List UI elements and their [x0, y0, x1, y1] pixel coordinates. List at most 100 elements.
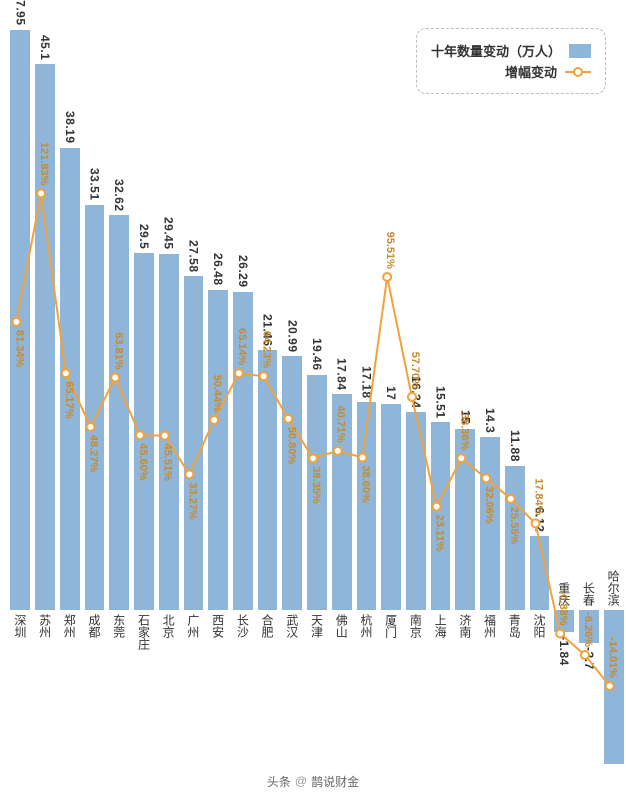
bar-slot: 26.29 长沙 — [230, 0, 255, 760]
attribution-footer: 头条 @ 鹊说财金 — [0, 764, 626, 798]
bar-value-label: 14.3 — [483, 408, 497, 433]
bar-value-label: 17 — [384, 386, 398, 400]
bar-slot: 29.5石家庄 — [132, 0, 157, 760]
bar-slot: 15.51上海 — [428, 0, 453, 760]
bar — [282, 356, 302, 610]
category-label: 福州 — [482, 614, 499, 638]
bar-slot: 14.3 福州 — [478, 0, 503, 760]
legend-bar-label: 十年数量变动（万人） — [431, 41, 561, 60]
footer-prefix: 头条 — [267, 773, 291, 790]
bar-slot: 16.34 南京 — [404, 0, 429, 760]
category-label: 青岛 — [506, 614, 523, 638]
category-label: 苏州 — [37, 614, 54, 638]
category-label: 济南 — [457, 614, 474, 638]
bar-slot: -2.7 长春 — [577, 0, 602, 760]
category-label: 成都 — [86, 614, 103, 638]
category-label: 天津 — [308, 614, 325, 638]
bar-slot: 33.51 成都 — [82, 0, 107, 760]
category-label: 沈阳 — [531, 614, 548, 638]
bar — [455, 429, 475, 611]
bar — [258, 350, 278, 610]
bar — [480, 437, 500, 610]
bar-value-label: 17.18 — [359, 366, 373, 399]
bar — [554, 610, 574, 632]
footer-author: 鹊说财金 — [311, 773, 359, 790]
bar-slot: 19.46 天津 — [305, 0, 330, 760]
bar-value-label: 45.1 — [38, 35, 52, 60]
category-label: 长春 — [580, 582, 597, 606]
bar-value-label: -2.7 — [582, 647, 596, 670]
legend-line-swatch — [565, 66, 591, 78]
category-label: 武汉 — [284, 614, 301, 638]
bar — [208, 290, 228, 610]
category-label: 佛山 — [333, 614, 350, 638]
bar-value-label: 26.29 — [236, 255, 250, 288]
category-label: 哈尔滨 — [605, 570, 622, 606]
bar — [60, 148, 80, 610]
bar-value-label: -1.84 — [557, 636, 571, 666]
bar-value-label: 6.12 — [532, 507, 546, 532]
bar — [109, 215, 129, 610]
bar — [357, 402, 377, 610]
bar — [233, 292, 253, 610]
bar-slot: 32.62东莞 — [107, 0, 132, 760]
bar — [159, 254, 179, 610]
bar — [530, 536, 550, 610]
legend: 十年数量变动（万人） 增幅变动 — [416, 28, 606, 94]
bar-value-label: 47.95 — [13, 0, 27, 26]
bar — [381, 404, 401, 610]
bar-layer: 47.95深圳 45.1 苏州 38.19 郑州 33.51 成都32.62东莞29.5石家… — [4, 0, 622, 760]
bar-value-label: 27.58 — [186, 240, 200, 273]
category-label: 石家庄 — [135, 614, 152, 650]
bar-slot: 26.48 西安 — [206, 0, 231, 760]
category-label: 合肥 — [259, 614, 276, 638]
legend-item-line: 增幅变动 — [431, 62, 591, 81]
bar-value-label: 38.19 — [63, 111, 77, 144]
category-label: 厦门 — [383, 614, 400, 638]
category-label: 郑州 — [61, 614, 78, 638]
bar-slot: -1.84 重庆 — [552, 0, 577, 760]
legend-line-label: 增幅变动 — [505, 62, 557, 81]
bar-value-label: 11.88 — [508, 430, 522, 462]
bar-value-label: 26.48 — [211, 253, 225, 286]
bar-slot: 11.88 青岛 — [502, 0, 527, 760]
bar — [85, 205, 105, 610]
category-label: 北京 — [160, 614, 177, 638]
bar-value-label: 20.99 — [285, 320, 299, 353]
bar-value-label: 17.84 — [335, 358, 349, 391]
legend-bar-swatch — [569, 44, 591, 58]
bar — [10, 30, 30, 610]
bar-value-label: 19.46 — [310, 338, 324, 371]
population-change-chart: 47.95深圳 45.1 苏州 38.19 郑州 33.51 成都32.62东莞29.5石家… — [0, 0, 626, 760]
category-label: 西安 — [210, 614, 227, 638]
category-label: 上海 — [432, 614, 449, 638]
bar-value-label: 29.45 — [162, 217, 176, 250]
category-label: 杭州 — [358, 614, 375, 638]
bar-slot: 27.58广州 — [181, 0, 206, 760]
bar — [579, 610, 599, 643]
category-label: 长沙 — [234, 614, 251, 638]
bar — [184, 276, 204, 610]
bar-slot: 17 厦门 — [379, 0, 404, 760]
bar-slot: 47.95深圳 — [8, 0, 33, 760]
bar — [332, 394, 352, 610]
category-label: 南京 — [407, 614, 424, 638]
bar-slot: 29.45 北京 — [156, 0, 181, 760]
bar — [406, 412, 426, 610]
bar-slot: 20.99 武汉 — [280, 0, 305, 760]
bar-slot: 15济南 — [453, 0, 478, 760]
bar — [35, 64, 55, 610]
footer-at: @ — [295, 774, 307, 788]
bar-slot: 21.46合肥 — [255, 0, 280, 760]
bar — [134, 253, 154, 610]
bar-value-label: 33.51 — [88, 168, 102, 201]
bar — [431, 422, 451, 610]
bar-value-label: 16.34 — [409, 376, 423, 409]
bar — [307, 375, 327, 610]
bar-slot: 6.12 沈阳 — [527, 0, 552, 760]
bar — [604, 610, 624, 785]
bar-slot: 17.84 佛山 — [329, 0, 354, 760]
category-label: 重庆 — [556, 582, 573, 606]
bar-value-label: 32.62 — [112, 179, 126, 212]
bar — [505, 466, 525, 610]
